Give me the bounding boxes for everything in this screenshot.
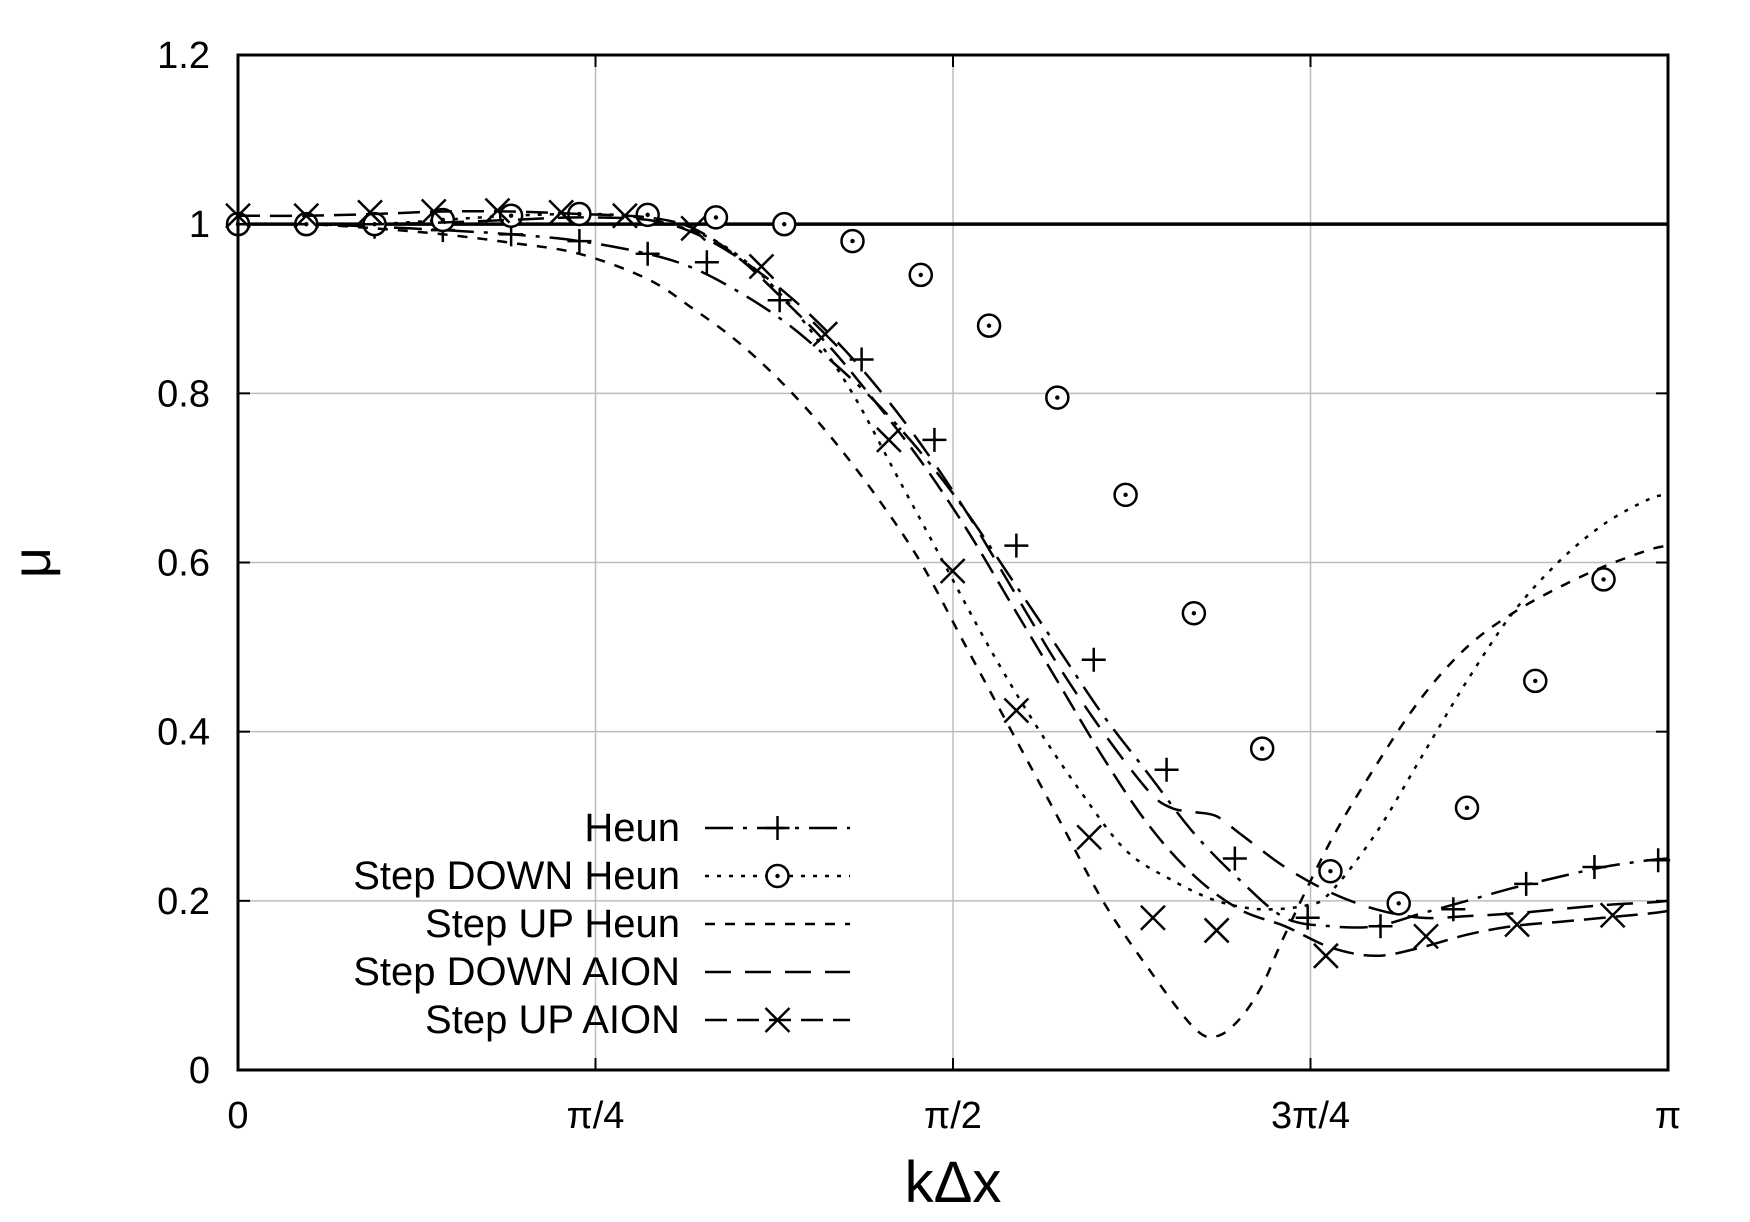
y-tick-label: 0 — [189, 1050, 210, 1092]
point-step-down-heun — [1249, 736, 1275, 761]
point-step-up-aion — [612, 202, 638, 229]
point-step-down-heun — [840, 228, 865, 254]
point-heun — [1368, 914, 1393, 939]
series-layer — [225, 197, 1671, 1039]
point-heun — [1222, 846, 1247, 871]
point-step-up-aion — [420, 198, 447, 225]
series-line-heun — [237, 222, 1669, 929]
legend-marker-step-down-heun — [765, 863, 790, 889]
point-step-down-heun — [976, 313, 1002, 338]
point-step-down-heun — [635, 202, 660, 228]
point-step-down-heun — [1591, 567, 1616, 592]
point-step-up-aion — [812, 321, 839, 348]
point-heun — [1295, 905, 1320, 930]
point-heun — [1081, 647, 1106, 672]
series-line-step-down-aion — [237, 216, 1669, 920]
point-step-down-heun — [1045, 385, 1070, 410]
legend-label-step-up-aion: Step UP AION — [425, 998, 680, 1042]
y-tick-label: 1 — [189, 204, 210, 246]
x-axis-title: kΔx — [905, 1150, 1002, 1215]
point-step-up-aion — [548, 199, 575, 226]
x-tick-label: 0 — [227, 1095, 248, 1137]
point-step-up-aion — [748, 253, 775, 280]
series-line-step-up-heun — [237, 222, 1669, 1039]
point-step-down-heun — [908, 262, 934, 288]
point-step-up-aion — [1203, 917, 1230, 944]
point-step-down-heun — [771, 211, 797, 237]
point-step-down-heun — [1113, 482, 1138, 508]
y-tick-label: 0.6 — [157, 543, 210, 585]
point-step-up-aion — [1076, 824, 1103, 851]
point-heun — [635, 241, 660, 266]
point-step-up-aion — [1413, 923, 1439, 950]
y-tick-label: 0.2 — [157, 881, 210, 923]
y-tick-label: 0.8 — [157, 373, 210, 415]
point-step-up-aion — [939, 558, 966, 584]
x-tick-label: π/2 — [924, 1095, 982, 1137]
point-step-down-heun — [1318, 858, 1343, 884]
point-step-down-heun — [703, 205, 729, 230]
point-step-down-heun — [1386, 891, 1411, 916]
legend-label-heun: Heun — [584, 806, 680, 850]
point-step-up-aion — [357, 199, 383, 226]
y-tick-label: 0.4 — [157, 712, 210, 754]
legend-marker-heun — [765, 816, 790, 840]
legend-label-step-down-aion: Step DOWN AION — [353, 950, 680, 994]
point-heun — [1004, 533, 1029, 558]
y-tick-label: 1.2 — [157, 35, 210, 77]
point-step-up-aion — [1313, 942, 1339, 969]
point-step-up-aion — [1140, 904, 1166, 931]
legend-label-step-up-heun: Step UP Heun — [425, 902, 680, 946]
point-step-up-aion — [484, 197, 511, 224]
point-heun — [1582, 855, 1607, 879]
point-heun — [922, 427, 947, 452]
x-tick-label: 3π/4 — [1271, 1095, 1350, 1137]
legend-label-step-down-heun: Step DOWN Heun — [353, 854, 680, 898]
point-step-up-aion — [876, 426, 902, 453]
point-heun — [567, 229, 592, 254]
point-heun — [694, 250, 719, 275]
legend-marker-step-up-aion — [764, 1007, 791, 1033]
x-tick-label: π/4 — [567, 1095, 625, 1137]
point-heun — [1154, 757, 1179, 782]
point-step-up-aion — [1003, 697, 1030, 724]
point-step-down-heun — [1523, 668, 1548, 694]
point-step-up-aion — [293, 202, 320, 229]
point-heun — [1514, 871, 1539, 896]
point-step-down-heun — [1181, 601, 1207, 626]
series-line-step-down-heun — [237, 212, 1669, 911]
point-step-up-aion — [1504, 911, 1530, 938]
x-tick-label: π — [1655, 1095, 1681, 1137]
axis-ticks: 0 π/4 π/2 3π/4 π 0 0.2 0.4 0.6 0.8 1 1.2 — [157, 35, 1681, 1137]
y-axis-title: μ — [2, 547, 62, 578]
point-step-up-aion — [1599, 902, 1626, 929]
point-heun — [1646, 848, 1671, 873]
point-step-down-heun — [1454, 795, 1480, 821]
point-step-up-aion — [680, 215, 707, 242]
